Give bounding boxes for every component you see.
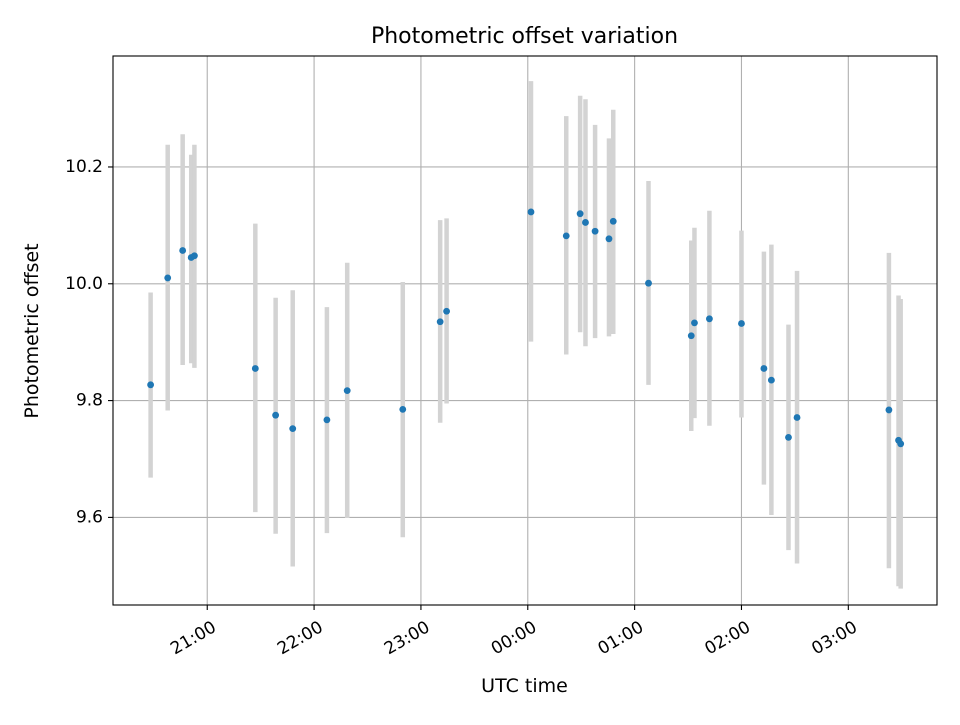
x-axis-label: UTC time xyxy=(481,675,568,697)
y-axis-ticks: 9.6 9.8 10.0 10.2 xyxy=(65,157,113,527)
data-point xyxy=(645,279,652,287)
y-tick: 9.8 xyxy=(76,391,113,411)
data-point xyxy=(343,387,351,395)
data-point xyxy=(785,433,792,441)
chart-title: Photometric offset variation xyxy=(371,24,678,49)
data-point xyxy=(706,315,713,323)
data-point xyxy=(885,406,893,414)
data-point xyxy=(767,376,775,384)
data-point xyxy=(272,411,280,419)
y-tick-label: 9.6 xyxy=(76,507,103,527)
data-point xyxy=(443,307,450,315)
data-point xyxy=(436,318,444,326)
data-point xyxy=(897,440,905,448)
data-point xyxy=(164,274,172,282)
data-point xyxy=(147,381,155,389)
data-point xyxy=(191,252,198,260)
data-point xyxy=(251,365,259,372)
data-point xyxy=(399,405,407,413)
y-axis-label: Photometric offset xyxy=(21,243,43,418)
data-point xyxy=(793,414,801,421)
y-tick: 10.2 xyxy=(65,157,113,177)
data-point xyxy=(562,232,570,240)
y-tick-label: 9.8 xyxy=(76,391,103,411)
data-point xyxy=(609,217,617,225)
data-point xyxy=(576,210,584,218)
data-point xyxy=(687,332,695,340)
data-point xyxy=(179,247,187,254)
y-tick: 10.0 xyxy=(65,274,113,294)
data-point xyxy=(738,320,745,327)
y-tick: 9.6 xyxy=(76,507,113,527)
data-point xyxy=(605,235,613,243)
plot-area-frame xyxy=(112,55,938,606)
y-tick-label: 10.2 xyxy=(65,157,103,177)
data-point xyxy=(323,416,331,424)
data-point xyxy=(582,219,589,226)
data-point xyxy=(527,208,535,216)
data-point xyxy=(591,227,599,235)
data-point xyxy=(691,319,698,327)
data-point xyxy=(289,425,297,433)
data-point xyxy=(760,365,768,372)
data-points xyxy=(147,208,905,448)
y-tick-label: 10.0 xyxy=(65,274,103,294)
